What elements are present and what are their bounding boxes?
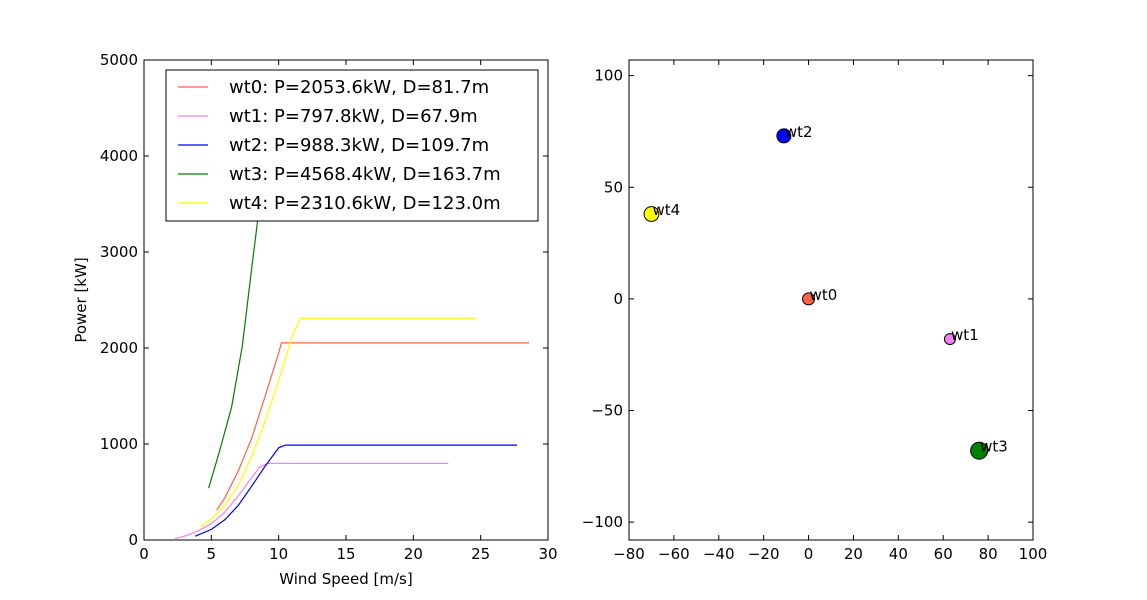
power-curve-x-tick-label: 25 — [471, 545, 490, 563]
power-curve-x-tick-label: 30 — [538, 545, 557, 563]
turbine-layout-plot-frame — [628, 59, 1034, 541]
legend-entry-wt2: wt2: P=988.3kW, D=109.7m — [229, 135, 489, 156]
power-curve-x-tick-label: 0 — [139, 545, 149, 563]
power-curve-line-wt2 — [194, 444, 517, 537]
power-curve-x-tick-label: 10 — [269, 545, 288, 563]
layout-x-tick-label: 60 — [934, 545, 953, 563]
turbine-layout-x-ticks: −80 −60 −40 −20 0 20 40 60 80 100 — [613, 60, 1047, 563]
layout-x-tick-label: 0 — [804, 545, 814, 563]
power-curve-y-tick-label: 2000 — [100, 339, 138, 357]
power-curve-x-tick-label: 20 — [404, 545, 423, 563]
layout-y-tick-label: −100 — [582, 513, 623, 531]
layout-y-tick-label: 100 — [594, 67, 623, 85]
turbine-layout-y-ticks: −100 −50 0 50 100 — [582, 67, 1033, 531]
turbine-label-wt1: wt1 — [951, 326, 979, 344]
legend-entry-wt4: wt4: P=2310.6kW, D=123.0m — [229, 193, 501, 214]
legend-entry-wt1: wt1: P=797.8kW, D=67.9m — [229, 106, 478, 127]
turbine-marker-wt4 — [643, 206, 660, 222]
turbine-label-wt4: wt4 — [652, 201, 680, 219]
layout-y-tick-label: −50 — [591, 402, 623, 420]
power-curve-y-tick-label: 0 — [128, 531, 138, 549]
power-curve-x-tick-label: 5 — [207, 545, 217, 563]
legend-box — [165, 69, 539, 222]
power-curve-y-tick-label: 4000 — [100, 147, 138, 165]
turbine-layout-chart: wt0 wt1 wt2 wt3 wt4 −80 −60 −40 −20 0 20 40 60 80 100… — [582, 59, 1047, 563]
layout-x-tick-label: 20 — [844, 545, 863, 563]
power-curve-y-tick-label: 1000 — [100, 435, 138, 453]
power-curve-line-wt1 — [174, 462, 449, 540]
power-curve-series-group — [174, 101, 530, 540]
power-curve-chart: 0 5 10 15 20 25 30 0 1000 2000 3000 4000 5000 Wind … — [72, 51, 558, 588]
power-curve-y-ticks: 0 1000 2000 3000 4000 5000 — [100, 51, 548, 549]
turbine-label-wt0: wt0 — [810, 286, 838, 304]
power-curve-y-tick-label: 3000 — [100, 243, 138, 261]
power-curve-x-tick-label: 15 — [336, 545, 355, 563]
layout-x-tick-label: −40 — [703, 545, 735, 563]
turbine-label-wt3: wt3 — [980, 438, 1008, 456]
layout-y-tick-label: 50 — [604, 178, 623, 196]
layout-x-tick-label: 80 — [979, 545, 998, 563]
power-curve-x-ticks: 0 5 10 15 20 25 30 — [139, 60, 558, 563]
power-curve-legend: wt0: P=2053.6kW, D=81.7m wt1: P=797.8kW, … — [165, 69, 539, 222]
power-curve-y-tick-label: 5000 — [100, 51, 138, 69]
turbine-marker-wt1 — [943, 333, 956, 346]
layout-y-tick-label: 0 — [613, 290, 623, 308]
legend-entry-wt3: wt3: P=4568.4kW, D=163.7m — [229, 164, 501, 185]
legend-entry-wt0: wt0: P=2053.6kW, D=81.7m — [229, 77, 489, 98]
turbine-marker-wt0 — [802, 292, 816, 306]
layout-x-tick-label: −60 — [658, 545, 690, 563]
turbine-label-wt2: wt2 — [785, 123, 813, 141]
layout-x-tick-label: −80 — [613, 545, 645, 563]
layout-x-tick-label: 100 — [1019, 545, 1048, 563]
turbine-layout-points: wt0 wt1 wt2 wt3 wt4 — [643, 123, 1008, 460]
layout-x-tick-label: −20 — [748, 545, 780, 563]
layout-x-tick-label: 40 — [889, 545, 908, 563]
power-curve-y-axis-label: Power [kW] — [72, 257, 90, 342]
turbine-marker-wt2 — [776, 128, 792, 144]
power-curve-x-axis-label: Wind Speed [m/s] — [279, 570, 412, 588]
power-curve-line-wt4 — [200, 317, 477, 528]
power-curve-line-wt0 — [216, 342, 530, 511]
turbine-marker-wt3 — [970, 441, 989, 460]
